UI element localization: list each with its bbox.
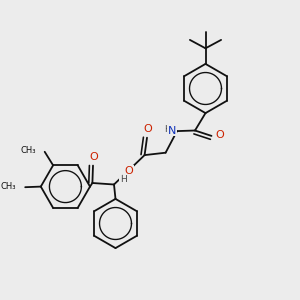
Text: H: H <box>120 176 126 184</box>
Text: CH₃: CH₃ <box>1 182 16 191</box>
Text: CH₃: CH₃ <box>20 146 36 155</box>
Text: O: O <box>124 166 133 176</box>
Text: O: O <box>143 124 152 134</box>
Text: H: H <box>164 125 170 134</box>
Text: O: O <box>89 152 98 162</box>
Text: N: N <box>167 125 176 136</box>
Text: O: O <box>215 130 224 140</box>
